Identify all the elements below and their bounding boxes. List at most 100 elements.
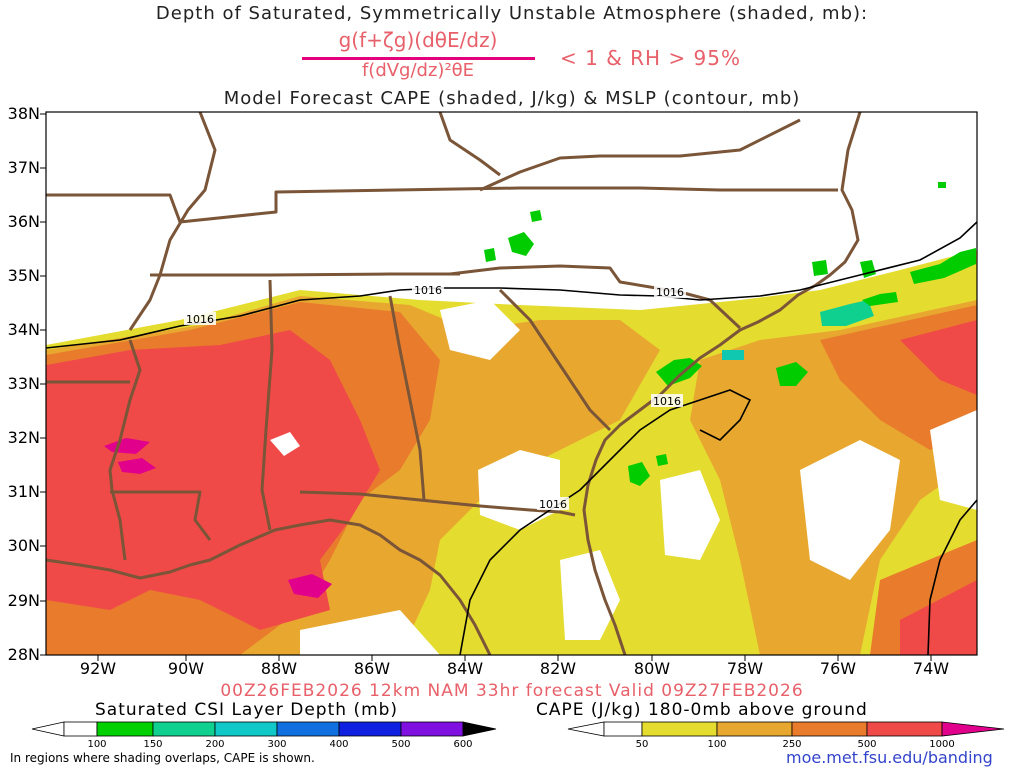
coastline-gulf <box>46 518 492 655</box>
csi-patch-6 <box>910 248 976 284</box>
isobar-labels: 1016 1016 1016 1016 1016 <box>184 283 686 511</box>
footnote: In regions where shading overlaps, CAPE … <box>10 751 315 765</box>
title-line-1: Depth of Saturated, Symmetrically Unstab… <box>155 3 869 24</box>
state-border-ga-sc <box>498 288 612 432</box>
csi-bar-high <box>462 721 497 737</box>
cape-gap-5 <box>930 410 977 510</box>
isobar-1016-north <box>46 221 977 349</box>
lat-label: 37N <box>7 158 40 177</box>
csi-patch-4 <box>812 260 828 276</box>
state-border-fl-line <box>299 490 576 517</box>
isobar-label: 1016 <box>653 395 681 408</box>
lon-label: 92W <box>79 659 117 678</box>
lon-label: 88W <box>260 659 298 678</box>
lat-label: 33N <box>7 374 40 393</box>
csi-bar-4 <box>276 721 340 737</box>
csi-tick-label: 600 <box>453 739 473 750</box>
cape-region-1000c <box>118 458 156 474</box>
state-border-ohio-river <box>128 112 217 331</box>
csi-shading <box>484 182 976 486</box>
lat-label: 38N <box>7 104 40 123</box>
cape-gap-6 <box>440 300 520 360</box>
isobar-label: 1016 <box>539 498 567 511</box>
credit-link[interactable]: moe.met.fsu.edu/banding <box>786 748 993 767</box>
state-border-ky-tn <box>46 186 838 224</box>
cape-gap-4 <box>800 440 900 580</box>
lat-label: 34N <box>7 320 40 339</box>
lat-label: 30N <box>7 536 40 555</box>
lon-label: 74W <box>912 659 950 678</box>
state-border-tn-south <box>150 272 460 277</box>
lat-label: 31N <box>7 482 40 501</box>
csi-colorbar <box>31 721 497 737</box>
lon-label: 84W <box>446 659 484 678</box>
csi-patch-3 <box>530 210 542 222</box>
lon-label: 78W <box>726 659 764 678</box>
csi-patch-1 <box>508 232 534 256</box>
csi-bar-2 <box>152 721 216 737</box>
cape-colorbar <box>567 721 1005 737</box>
state-border-ms-river <box>108 339 142 561</box>
csi-tick-label: 500 <box>391 739 411 750</box>
state-borders <box>46 112 862 655</box>
csi-bar-low <box>31 721 65 737</box>
cape-tick-label: 1000 <box>929 739 955 750</box>
csi-bar-5 <box>338 721 402 737</box>
lat-label: 28N <box>7 645 40 664</box>
valid-time-line: 00Z26FEB2026 12km NAM 33hr forecast Vali… <box>220 681 804 701</box>
lon-label: 76W <box>819 659 857 678</box>
lon-label: 82W <box>539 659 577 678</box>
csi-tick-label: 100 <box>87 739 107 750</box>
formula-condition: < 1 & RH > 95% <box>560 46 742 70</box>
coastline-atlantic <box>582 112 862 655</box>
cape-tick-label: 100 <box>707 739 727 750</box>
state-border-la-south <box>110 490 212 541</box>
csi-patch-8 <box>862 292 898 306</box>
lon-label: 86W <box>353 659 391 678</box>
state-border-ky-wv <box>438 112 501 177</box>
csi-patch-10 <box>722 350 744 360</box>
csi-tick-label: 400 <box>329 739 349 750</box>
cape-tick-label: 500 <box>857 739 877 750</box>
cape-bar-low <box>567 721 605 737</box>
mslp-contours <box>46 221 977 655</box>
state-border-ms-al <box>260 279 274 531</box>
csi-patch-14 <box>938 182 946 188</box>
formula-numerator: g(f+ζg)(dθE/dz) <box>338 28 498 52</box>
isobar-label: 1016 <box>656 286 684 299</box>
csi-bar-6 <box>400 721 464 737</box>
cape-region-500c <box>900 580 977 655</box>
lat-label: 29N <box>7 591 40 610</box>
cape-bar-high <box>941 721 1005 737</box>
csi-patch-13 <box>656 454 668 466</box>
axis-ticks <box>40 113 932 661</box>
csi-patch-12 <box>628 462 650 486</box>
csi-patch-7 <box>820 300 874 326</box>
csi-tick-label: 300 <box>267 739 287 750</box>
cape-gap-8 <box>300 610 440 655</box>
cape-bar-1 <box>641 721 718 737</box>
cape-bar-3 <box>791 721 868 737</box>
state-border-nc-sc <box>449 264 742 330</box>
isobar-label: 1016 <box>414 284 442 297</box>
cape-region-1000a <box>288 574 332 598</box>
csi-patch-9 <box>776 362 808 386</box>
formula-denominator: f(dVg/dz)²θE <box>361 60 475 81</box>
isobar-label: 1016 <box>186 313 214 326</box>
cape-colorbar-title: CAPE (J/kg) 180-0mb above ground <box>536 700 868 720</box>
cape-bar-2 <box>716 721 793 737</box>
cape-region-500b <box>900 320 977 395</box>
csi-bar-0 <box>63 721 98 737</box>
lon-label: 90W <box>167 659 205 678</box>
state-border-al-ga <box>388 295 426 501</box>
cape-tick-label: 50 <box>635 739 649 750</box>
csi-tick-label: 200 <box>205 739 225 750</box>
lat-label: 32N <box>7 428 40 447</box>
csi-tick-label: 150 <box>143 739 163 750</box>
csi-bar-1 <box>96 721 154 737</box>
formula-fraction-bar <box>302 57 535 60</box>
cape-bar-0 <box>603 721 643 737</box>
state-border-va-nc <box>479 118 801 192</box>
isobar-1016-south <box>459 389 752 655</box>
